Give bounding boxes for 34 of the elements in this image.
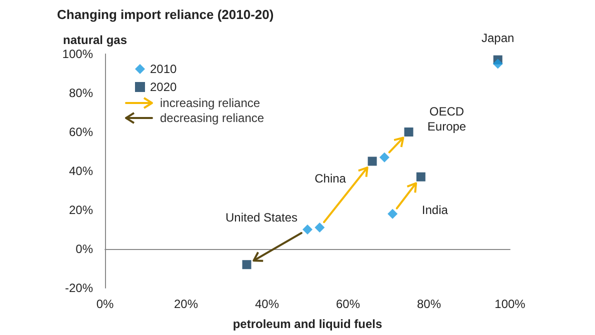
point <box>404 128 414 136</box>
annotation: OECD Europe <box>427 104 466 134</box>
point <box>379 152 390 162</box>
point <box>302 224 312 234</box>
point <box>368 156 377 166</box>
point <box>388 208 398 219</box>
annotation: increasing reliance <box>160 96 260 110</box>
x-tick-label: 20% <box>174 297 198 311</box>
point <box>492 58 503 69</box>
x-tick-label: 0% <box>96 297 114 311</box>
y-tick-label: 60% <box>68 125 94 139</box>
y-tick-label: -20% <box>64 281 94 295</box>
y-tick-label: 80% <box>68 86 94 100</box>
annotation: India <box>422 202 448 217</box>
point <box>416 172 426 182</box>
annotation: China <box>314 171 346 186</box>
y-axis-title: natural gas <box>62 33 128 47</box>
x-tick-label: 100% <box>494 297 526 311</box>
annotation: United States <box>225 210 298 224</box>
point <box>314 222 325 233</box>
point <box>242 260 252 270</box>
legend-label: 2010 <box>150 62 178 76</box>
annotation: Japan <box>482 30 514 45</box>
annotation: decreasing reliance <box>160 111 264 125</box>
y-tick-label: 40% <box>68 164 94 178</box>
x-axis-title: petroleum and liquid fuels <box>232 317 382 331</box>
x-tick-label: 40% <box>254 297 280 311</box>
y-tick-label: 100% <box>62 47 94 61</box>
y-tick-label: 0% <box>76 242 94 256</box>
x-tick-label: 60% <box>336 297 360 311</box>
y-tick-label: 20% <box>68 203 94 217</box>
x-tick-label: 80% <box>416 297 442 311</box>
legend-label: 2020 <box>150 80 178 94</box>
chart-title: Changing import reliance (2010-20) <box>57 7 274 22</box>
